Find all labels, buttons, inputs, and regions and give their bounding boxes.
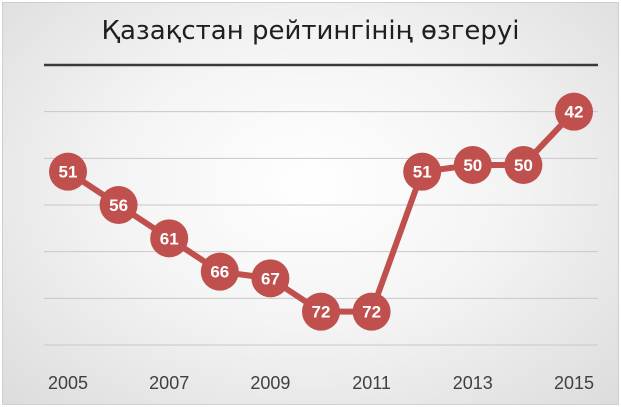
data-label: 61 bbox=[160, 229, 179, 248]
data-point-marker bbox=[453, 146, 492, 184]
series-line bbox=[65, 108, 577, 315]
data-label: 50 bbox=[514, 156, 533, 175]
data-label: 72 bbox=[362, 303, 381, 322]
chart-title: Қазақстан рейтингінің өзгеруі bbox=[101, 16, 520, 46]
series-polyline bbox=[65, 108, 577, 315]
data-label: 67 bbox=[261, 269, 280, 288]
data-point-marker bbox=[504, 146, 543, 184]
x-tick-label: 2011 bbox=[352, 373, 391, 393]
data-label: 42 bbox=[565, 103, 584, 122]
data-label: 72 bbox=[312, 303, 331, 322]
x-tick-label: 2013 bbox=[453, 373, 493, 393]
data-point-marker bbox=[403, 152, 442, 191]
x-tick-label: 2015 bbox=[554, 373, 594, 393]
x-tick-label: 2007 bbox=[149, 373, 189, 393]
data-label: 51 bbox=[413, 163, 432, 182]
x-tick-label: 2009 bbox=[250, 373, 290, 393]
data-point-marker bbox=[352, 292, 391, 331]
data-label: 51 bbox=[59, 163, 78, 182]
x-axis-tick-labels: 2005 2007 2009 2011 2013 2015 bbox=[48, 373, 594, 393]
data-point-marker bbox=[555, 92, 593, 131]
data-point-marker bbox=[251, 259, 290, 298]
x-tick-label: 2005 bbox=[48, 373, 88, 393]
data-point-marker bbox=[99, 186, 138, 224]
data-label: 66 bbox=[210, 263, 229, 282]
data-point-marker bbox=[49, 152, 87, 191]
data-point-marker bbox=[302, 292, 340, 331]
data-points: 51 56 61 66 67 72 72 51 50 50 42 bbox=[49, 92, 593, 331]
data-point-marker bbox=[200, 252, 239, 291]
data-label: 56 bbox=[109, 196, 128, 215]
data-label: 50 bbox=[463, 156, 482, 175]
data-point-marker bbox=[150, 219, 189, 258]
